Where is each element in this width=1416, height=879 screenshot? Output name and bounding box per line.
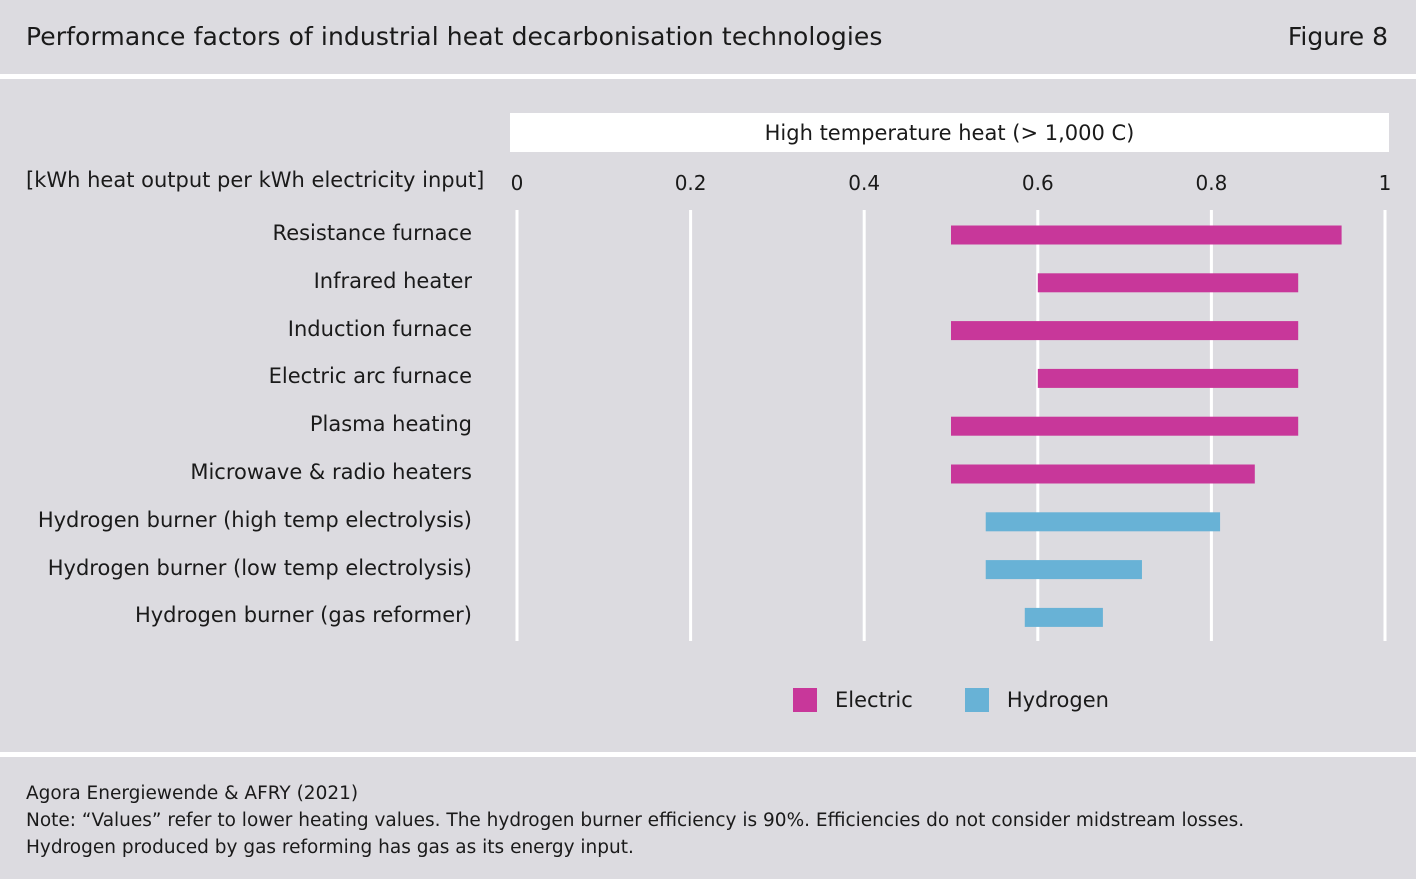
note-text-line-1: Note: “Values” refer to lower heating va… (26, 810, 1245, 831)
category-label: Hydrogen burner (high temp electrolysis) (37, 507, 472, 532)
chart-title: Performance factors of industrial heat d… (26, 22, 883, 51)
x-tick-label: 0.2 (674, 171, 707, 195)
panel-title: High temperature heat (> 1,000 C) (510, 113, 1389, 152)
range-bar-electric (951, 225, 1342, 245)
category-label: Resistance furnace (272, 221, 472, 245)
x-tick-label: 0.4 (848, 171, 881, 195)
category-label: Microwave & radio heaters (190, 460, 472, 484)
header: Performance factors of industrial heat d… (0, 0, 1416, 74)
range-bar-electric (951, 464, 1255, 484)
source-text: Agora Energiewende & AFRY (2021) (26, 783, 359, 804)
category-label: Hydrogen burner (gas reformer) (134, 603, 472, 628)
note-text-line-2: Hydrogen produced by gas reforming has g… (26, 837, 634, 858)
category-label: Infrared heater (313, 268, 472, 293)
category-label: Hydrogen burner (low temp electrolysis) (47, 555, 472, 580)
legend-swatch-electric (793, 688, 817, 712)
figure-number: Figure 8 (1287, 22, 1388, 51)
range-bar-hydrogen (1024, 607, 1103, 627)
range-bar-hydrogen (985, 560, 1142, 580)
x-tick-label: 0.6 (1021, 171, 1054, 195)
legend-item-hydrogen: Hydrogen (964, 688, 1109, 712)
category-label: Induction furnace (287, 316, 472, 341)
range-bar-electric (951, 321, 1299, 341)
unit-label: [kWh heat output per kWh electricity inp… (26, 168, 485, 192)
range-bar-electric (951, 416, 1299, 436)
range-bar-hydrogen (985, 512, 1221, 532)
footer-divider (0, 752, 1416, 757)
legend-label-electric: Electric (835, 688, 913, 712)
x-tick-label: 0 (510, 171, 524, 195)
legend: Electric Hydrogen (793, 688, 1161, 712)
range-bar-electric (1037, 273, 1299, 293)
footer: Agora Energiewende & AFRY (2021) Note: “… (26, 780, 1386, 861)
category-label: Plasma heating (309, 412, 472, 437)
legend-label-hydrogen: Hydrogen (1006, 688, 1109, 712)
panel-title-text: High temperature heat (> 1,000 C) (764, 120, 1135, 145)
legend-item-electric: Electric (793, 688, 913, 712)
legend-swatch-hydrogen (964, 688, 989, 712)
range-bar-electric (1037, 368, 1299, 388)
category-label: Electric arc furnace (268, 364, 472, 389)
x-tick-label: 0.8 (1195, 171, 1228, 195)
header-divider (0, 74, 1416, 79)
x-tick-label: 1 (1378, 171, 1392, 195)
